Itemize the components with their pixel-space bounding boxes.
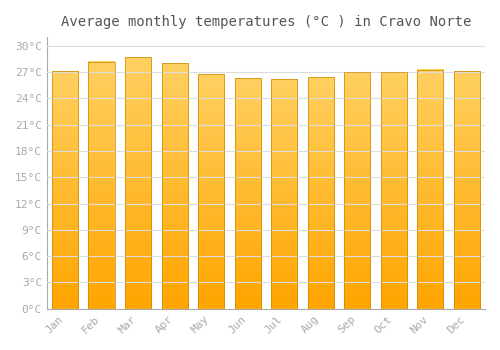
Bar <box>234 78 261 309</box>
Title: Average monthly temperatures (°C ) in Cravo Norte: Average monthly temperatures (°C ) in Cr… <box>60 15 471 29</box>
Bar <box>52 71 78 309</box>
Bar <box>125 57 152 309</box>
Bar <box>454 71 480 309</box>
Bar <box>417 70 444 309</box>
Bar <box>271 79 297 309</box>
Bar <box>162 63 188 309</box>
Bar <box>88 62 115 309</box>
Bar <box>380 72 407 309</box>
Bar <box>308 77 334 309</box>
Bar <box>198 74 224 309</box>
Bar <box>344 72 370 309</box>
